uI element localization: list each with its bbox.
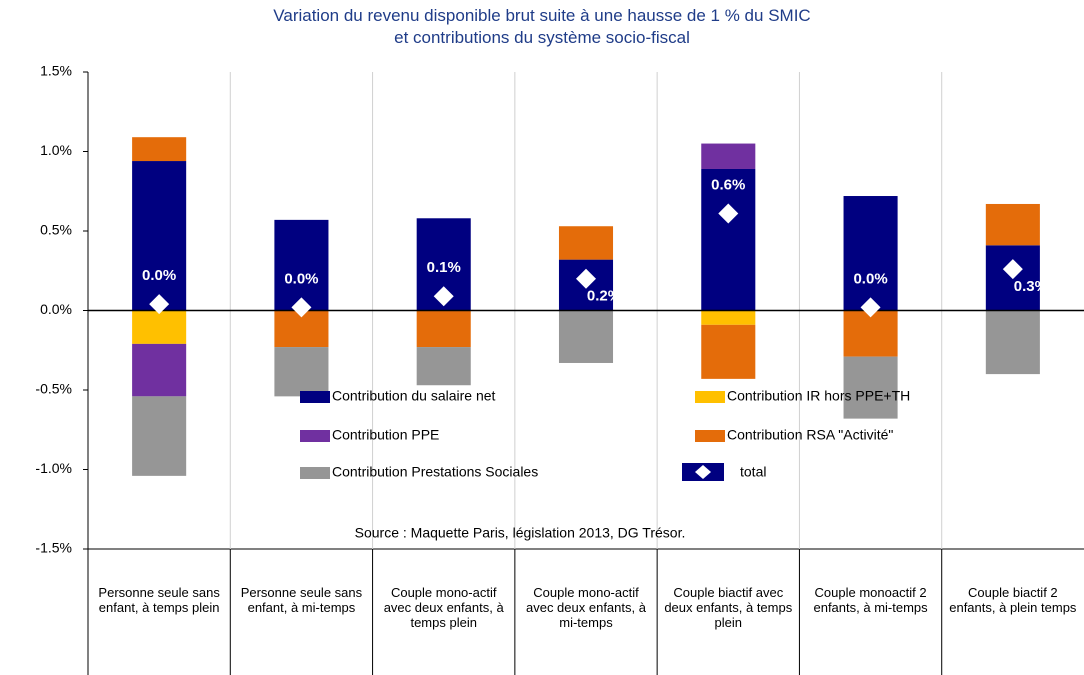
bar-segment [132,396,187,476]
legend-label: Contribution du salaire net [332,388,496,404]
total-marker [1002,259,1023,280]
total-label: 0.0% [142,267,176,284]
total-marker [718,203,739,224]
bar-segment [701,324,756,379]
total-marker [576,268,596,289]
total-label: 0.1% [427,259,461,276]
y-tick-label: 0.0% [40,301,72,317]
bar-segment [985,310,1040,375]
bar-segment [416,310,471,348]
bar-segment [558,310,614,363]
total-label: 0.2% [587,288,621,305]
legend-swatch [300,467,330,479]
legend-label: Contribution PPE [332,427,439,443]
legend-swatch [300,430,330,442]
bar-segment [274,219,329,311]
legend-swatch [695,391,725,403]
x-tick-label: Couple mono-actif avec deux enfants, à t… [383,585,504,630]
legend-swatch [695,465,711,479]
bar-segment [701,310,756,325]
total-marker [860,297,881,318]
x-tick-label: Personne seule sans enfant, à temps plei… [98,585,220,615]
y-tick-label: -1.5% [35,540,72,556]
bar-segment [132,161,187,311]
total-label: 0.0% [284,270,318,287]
bar-segment [843,356,898,419]
bar-segment [843,310,898,357]
y-tick-label: 1.0% [40,142,72,158]
total-marker [433,286,454,307]
chart-title: Variation du revenu disponible brut suit… [273,6,811,25]
total-marker [149,294,170,315]
x-tick-label: Personne seule sans enfant, à mi-temps [240,585,363,615]
bar-segment [701,168,756,311]
bar-segment [132,343,187,397]
x-tick-label: Couple biactif 2 enfants, à plein temps [949,585,1077,615]
x-tick-label: Couple mono-actif avec deux enfants, à m… [525,585,646,630]
total-label: 0.3% [1014,278,1048,295]
legend-label: Contribution IR hors PPE+TH [727,388,910,404]
source: Source : Maquette Paris, législation 201… [355,525,686,541]
total-label: 0.0% [853,270,887,287]
total-label: 0.6% [711,176,745,193]
bar-segment [985,203,1040,246]
y-tick-label: -1.0% [35,460,72,476]
bar-segment [558,226,614,260]
y-tick-label: 0.5% [40,222,72,238]
x-tick-label: Couple monoactif 2 enfants, à mi-temps [813,585,928,615]
total-marker [291,297,312,318]
legend-swatch [300,391,330,403]
legend-label: Contribution RSA "Activité" [727,427,893,443]
y-tick-label: 1.5% [40,63,72,79]
bar-segment [132,310,187,344]
bar-segment [132,137,187,162]
legend-swatch [695,430,725,442]
chart-subtitle: et contributions du système socio-fiscal [394,28,690,47]
bar-segment [843,196,898,311]
x-tick-label: Couple biactif avec deux enfants, à temp… [664,585,793,630]
y-tick-label: -0.5% [35,381,72,397]
bar-segment [274,347,329,397]
bar-segment [701,143,756,169]
legend-label: total [740,464,766,480]
legend-label: Contribution Prestations Sociales [332,464,538,480]
bar-segment [416,347,471,386]
